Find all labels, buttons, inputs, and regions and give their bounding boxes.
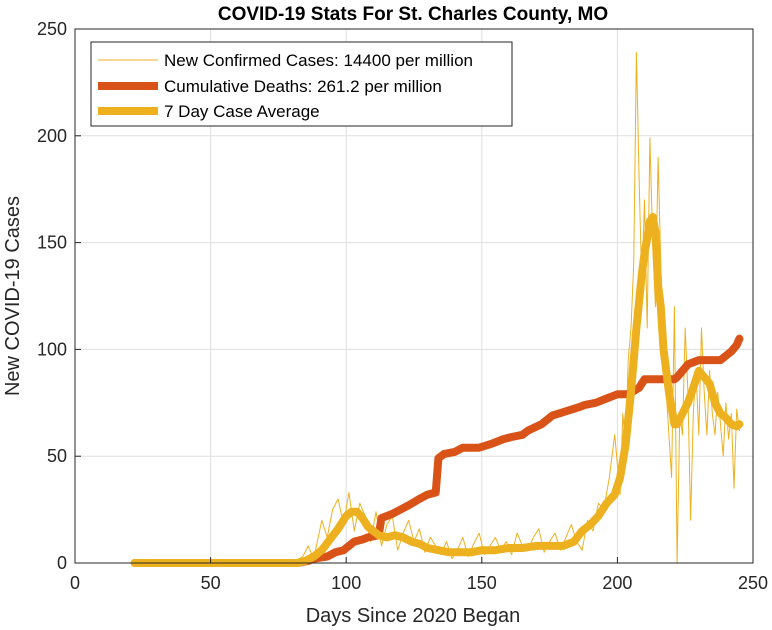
y-tick-label-0: 0 [57, 553, 67, 573]
series-7-day-case-average [130, 213, 744, 567]
x-tick-label-0: 0 [70, 573, 80, 593]
x-axis-label: Days Since 2020 Began [306, 605, 521, 627]
series-cumulative-deaths [130, 334, 744, 567]
legend-box [90, 41, 513, 127]
y-tick-label-200: 200 [37, 126, 67, 146]
legend-label-new-cases: New Confirmed Cases: 14400 per million [164, 51, 473, 70]
chart-title: COVID-19 Stats For St. Charles County, M… [218, 4, 608, 25]
x-tick-label-50: 50 [201, 573, 221, 593]
y-tick-label-50: 50 [47, 446, 67, 466]
y-axis-label: New COVID-19 Cases [2, 196, 24, 396]
legend-label-7-day-average: 7 Day Case Average [164, 102, 320, 121]
y-tick-label-250: 250 [37, 19, 67, 39]
x-tick-label-200: 200 [602, 573, 632, 593]
plot-frame [74, 28, 754, 564]
tick-labels: 0 50 100 150 200 250 0 50 100 150 200 250 [37, 19, 768, 593]
y-tick-label-100: 100 [37, 339, 67, 359]
series-layer [130, 52, 744, 567]
x-tick-label-250: 250 [738, 573, 768, 593]
x-tick-label-150: 150 [467, 573, 497, 593]
x-tick-label-100: 100 [331, 573, 361, 593]
legend-label-cumulative-deaths: Cumulative Deaths: 261.2 per million [164, 77, 442, 96]
y-tick-label-150: 150 [37, 233, 67, 253]
legend: New Confirmed Cases: 14400 per million C… [90, 41, 513, 127]
